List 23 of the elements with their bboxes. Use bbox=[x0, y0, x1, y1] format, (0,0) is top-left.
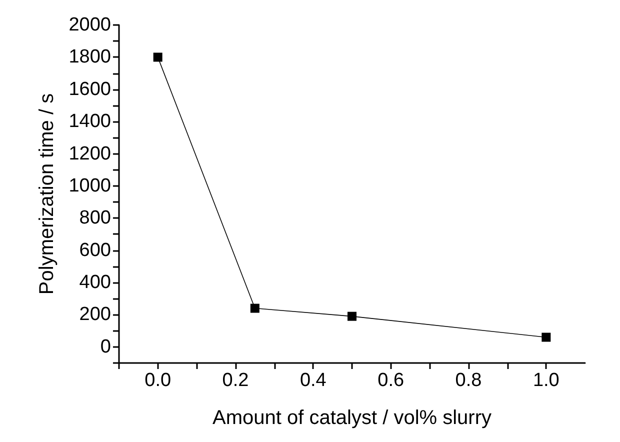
y-tick-label: 1000 bbox=[68, 175, 111, 196]
y-tick-label: 800 bbox=[79, 208, 111, 229]
x-tick-label: 0.0 bbox=[144, 370, 172, 391]
x-tick-label: 0.2 bbox=[222, 370, 249, 391]
y-tick-label: 600 bbox=[79, 240, 111, 261]
x-tick-label: 0.8 bbox=[455, 370, 482, 391]
y-axis-title: Polymerization time / s bbox=[36, 93, 58, 295]
x-tick-label: 1.0 bbox=[532, 370, 560, 391]
y-tick-label: 2000 bbox=[68, 14, 111, 36]
y-tick-label: 1600 bbox=[68, 78, 111, 100]
x-tick-label: 0.4 bbox=[300, 370, 327, 391]
y-tick-label: 1200 bbox=[68, 143, 111, 164]
y-tick-label: 400 bbox=[79, 272, 111, 294]
point bbox=[153, 52, 162, 62]
point bbox=[542, 332, 551, 342]
y-tick-label: 1800 bbox=[68, 46, 111, 68]
y-tick-label: 200 bbox=[79, 304, 111, 326]
x-tick-label: 0.6 bbox=[378, 370, 404, 391]
x-axis-title: Amount of catalyst / vol% slurry bbox=[212, 407, 492, 429]
y-tick-label: 0 bbox=[100, 336, 111, 358]
point bbox=[250, 304, 260, 313]
y-tick-label: 1400 bbox=[68, 111, 111, 132]
point bbox=[348, 312, 356, 321]
